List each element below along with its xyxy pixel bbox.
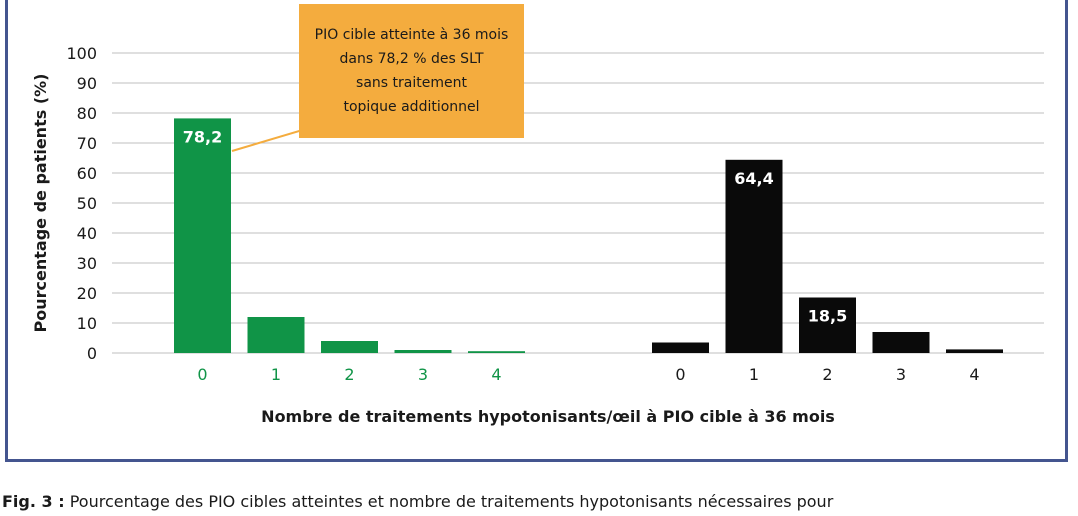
callout-line-1: PIO cible atteinte à 36 mois [314,27,509,43]
y-tick-label: 10 [77,314,97,333]
bar [799,297,856,353]
y-tick-label: 80 [77,104,97,123]
bars [174,118,1003,354]
bar [468,351,525,353]
figure-caption: Fig. 3 : Pourcentage des PIO cibles atte… [2,492,1076,511]
x-tick-label: 3 [896,365,906,384]
x-tick-label: 4 [491,365,501,384]
callout-line-4: topique additionnel [343,99,480,115]
bar [872,332,930,353]
y-tick-label: 20 [77,284,97,303]
x-axis-title: Nombre de traitements hypotonisants/œil … [261,407,835,426]
x-tick-label: 2 [822,365,832,384]
x-tick-label: 2 [344,365,354,384]
y-tick-label: 60 [77,164,97,183]
bar [174,118,231,354]
y-axis-title: Pourcentage de patients (%) [31,74,50,333]
bar [725,159,783,353]
x-tick-label: 0 [197,365,207,384]
y-tick-label: 50 [77,194,97,213]
bar [321,341,378,353]
x-tick-label: 4 [969,365,979,384]
y-tick-label: 100 [66,44,97,63]
y-tick-label: 30 [77,254,97,273]
bar [394,350,452,353]
caption-text: Pourcentage des PIO cibles atteintes et … [64,492,834,511]
x-tick-label: 3 [418,365,428,384]
bar [652,342,709,353]
bar [247,317,305,353]
x-tick-label: 0 [675,365,685,384]
data-label: 78,2 [183,127,222,146]
annotation-callout: PIO cible atteinte à 36 mois dans 78,2 %… [299,4,524,138]
callout-line-3: sans traitement [356,75,467,91]
y-tick-label: 0 [87,344,97,363]
callout-line-2: dans 78,2 % des SLT [339,51,484,67]
y-tick-label: 70 [77,134,97,153]
y-tick-label: 90 [77,74,97,93]
x-tick-label: 1 [271,365,281,384]
bar [946,349,1003,353]
data-label: 64,4 [734,169,773,188]
data-label: 18,5 [808,307,847,326]
gridlines [112,52,1044,354]
y-tick-label: 40 [77,224,97,243]
x-tick-label: 1 [749,365,759,384]
caption-label: Fig. 3 : [2,492,65,511]
